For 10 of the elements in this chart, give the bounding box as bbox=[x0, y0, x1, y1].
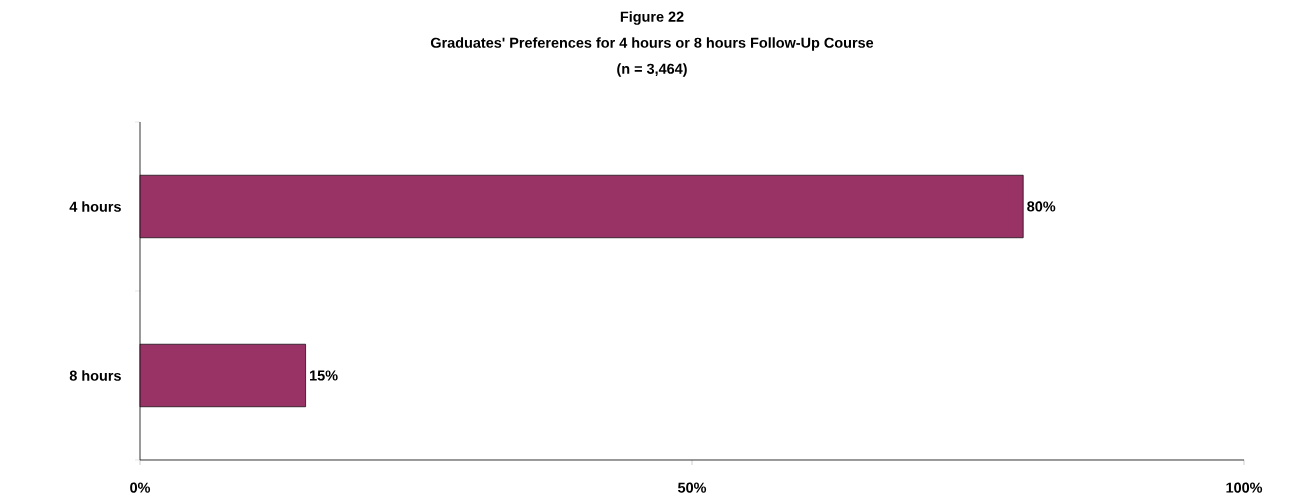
x-tick-label: 50% bbox=[677, 482, 707, 493]
chart-title: Figure 22 bbox=[620, 11, 684, 25]
data-label: 80% bbox=[1027, 201, 1056, 212]
data-label: 15% bbox=[310, 370, 338, 381]
y-tick-label: 8 hours bbox=[69, 370, 121, 381]
y-tick-label: 4 hours bbox=[69, 201, 121, 212]
x-tick-label: 100% bbox=[1226, 482, 1263, 493]
text: (n = 3,464) bbox=[617, 63, 687, 77]
chart-subtitle: Graduates' Preferences for 4 hours or 8 hours Follow-Up Course bbox=[430, 37, 874, 51]
x-tick-label: 0% bbox=[130, 482, 151, 493]
